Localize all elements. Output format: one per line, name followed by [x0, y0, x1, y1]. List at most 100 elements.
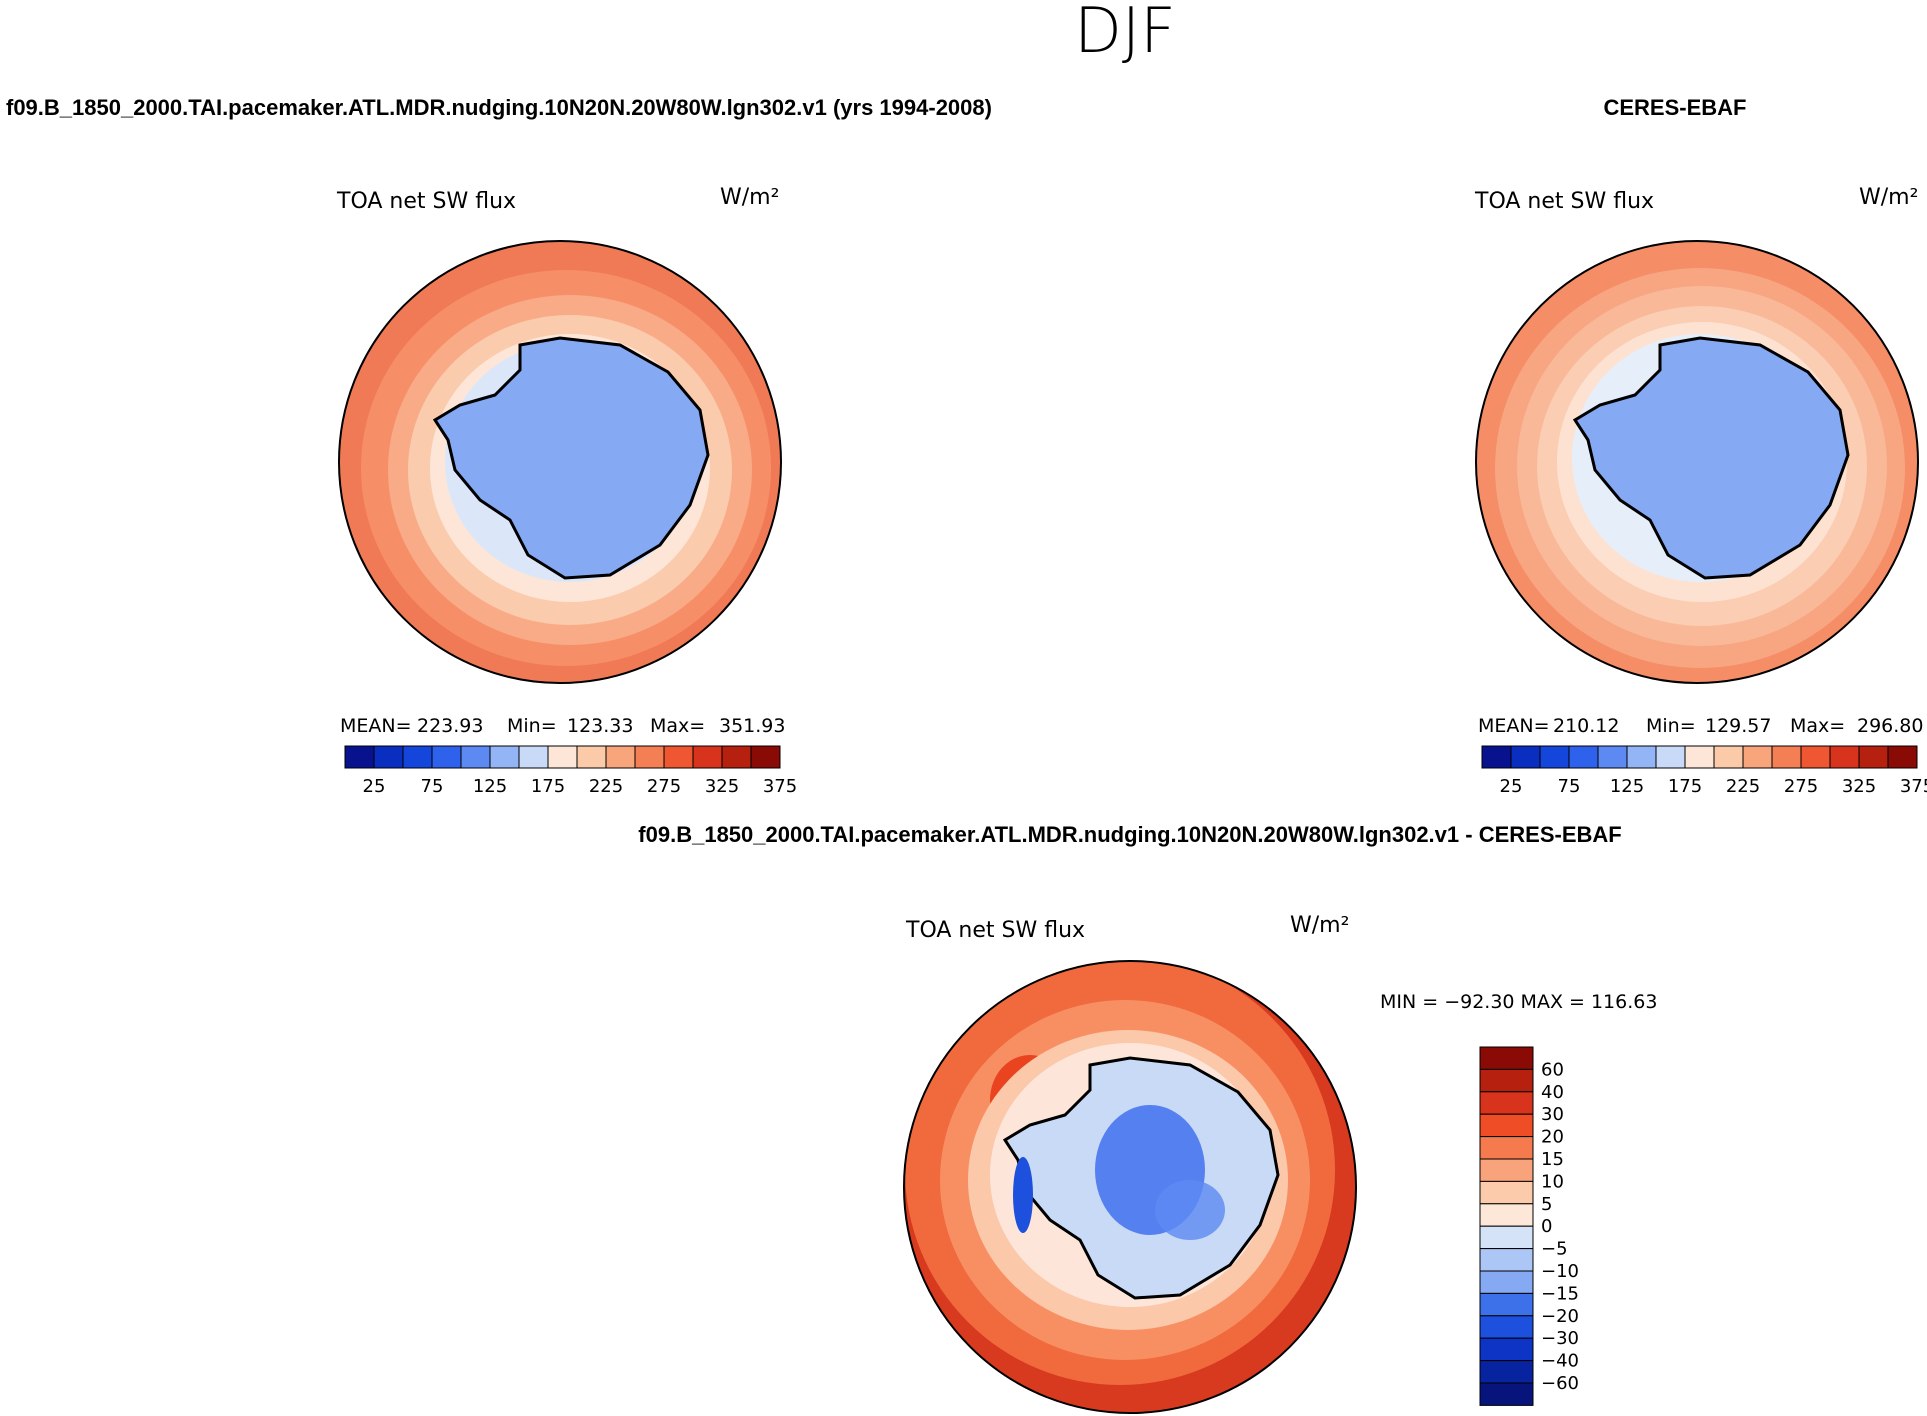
obs-colorbar-tick-label: 325	[1842, 776, 1876, 797]
diff-colorbar-box	[1479, 1091, 1534, 1115]
obs-colorbar-tick-label: 75	[1558, 776, 1581, 797]
diff-variable-label: TOA net SW flux	[905, 918, 1085, 943]
obs-colorbar-box	[1713, 745, 1744, 769]
diff-colorbar-box	[1479, 1068, 1534, 1093]
diff-negative-patch	[1155, 1180, 1225, 1240]
diff-colorbar-box	[1479, 1203, 1534, 1227]
diff-colorbar-tick-label: 30	[1541, 1104, 1564, 1125]
model-colorbar-box	[547, 745, 578, 769]
diff-colorbar-box	[1479, 1337, 1534, 1362]
diff-colorbar-tick-label: −30	[1541, 1328, 1579, 1349]
diff-peninsula-negative	[1013, 1157, 1033, 1233]
diff-colorbar-tick-label: 40	[1541, 1082, 1564, 1103]
model-colorbar-box	[373, 745, 404, 769]
diff-colorbar-tick-label: −40	[1541, 1351, 1579, 1372]
diff-colorbar-tick-label: 60	[1541, 1059, 1564, 1080]
model-units-label: W/m²	[720, 185, 779, 210]
obs-colorbar-tick-label: 375	[1900, 776, 1927, 797]
model-colorbar-box	[431, 745, 462, 769]
obs-stats: MEAN= 210.12 Min= 129.57 Max= 296.80	[1478, 715, 1923, 737]
model-min-value: 123.33	[567, 715, 633, 737]
model-colorbar-box	[605, 745, 636, 769]
model-map-border	[338, 240, 782, 684]
obs-panel: CERES-EBAF TOA net SW flux W/m² MEAN= 21…	[1474, 95, 1927, 797]
obs-polar-map	[1476, 241, 1918, 683]
obs-colorbar-tick-label: 225	[1726, 776, 1760, 797]
model-panel: f09.B_1850_2000.TAI.pacemaker.ATL.MDR.nu…	[6, 95, 992, 797]
obs-colorbar-box	[1510, 745, 1541, 769]
model-colorbar-tick-label: 75	[421, 776, 444, 797]
diff-minmax-text: MIN = −92.30 MAX = 116.63	[1380, 991, 1657, 1013]
obs-colorbar-tick-label: 175	[1668, 776, 1702, 797]
model-colorbar-box	[663, 745, 694, 769]
obs-max-label: Max=	[1790, 715, 1845, 737]
model-stats: MEAN= 223.93 Min= 123.33 Max= 351.93	[340, 715, 785, 737]
obs-colorbar-tick-label: 25	[1500, 776, 1523, 797]
obs-colorbar-box	[1597, 745, 1628, 769]
model-colorbar-box	[576, 745, 607, 769]
obs-max-value: 296.80	[1857, 715, 1923, 737]
obs-units-label: W/m²	[1859, 185, 1918, 210]
season-title: DJF	[1074, 0, 1176, 67]
model-colorbar-box	[402, 745, 433, 769]
diff-map-border	[903, 960, 1357, 1414]
diff-colorbar-box	[1479, 1158, 1534, 1182]
model-max-value: 351.93	[719, 715, 785, 737]
model-polar-map	[339, 241, 781, 683]
diff-colorbar-tick-label: 15	[1541, 1149, 1564, 1170]
diff-colorbar-tick-label: 20	[1541, 1127, 1564, 1148]
obs-case-title: CERES-EBAF	[1603, 95, 1746, 120]
obs-colorbar-box	[1655, 745, 1686, 769]
obs-map-border	[1475, 240, 1919, 684]
diff-panel: f09.B_1850_2000.TAI.pacemaker.ATL.MDR.nu…	[638, 822, 1657, 1414]
obs-min-label: Min=	[1646, 715, 1696, 737]
diff-units-label: W/m²	[1290, 913, 1349, 938]
diff-colorbar-box	[1479, 1136, 1534, 1160]
obs-colorbar: 25 75 125 175 225 275 325 375	[1481, 745, 1927, 797]
model-colorbar: 25 75 125 175 225 275 325 375	[344, 745, 797, 797]
model-mean-value: 223.93	[417, 715, 483, 737]
model-colorbar-tick-label: 175	[531, 776, 565, 797]
model-colorbar-tick-label: 125	[473, 776, 507, 797]
diff-colorbar-box	[1479, 1113, 1534, 1138]
diff-polar-map	[904, 961, 1356, 1413]
model-colorbar-tick-label: 275	[647, 776, 681, 797]
model-colorbar-box	[692, 745, 723, 769]
obs-mean-label: MEAN=	[1478, 715, 1550, 737]
obs-colorbar-box	[1858, 745, 1889, 769]
model-colorbar-tick-label: 325	[705, 776, 739, 797]
diff-colorbar-box	[1479, 1046, 1534, 1070]
diff-colorbar-tick-label: 10	[1541, 1171, 1564, 1192]
diff-colorbar-tick-label: 5	[1541, 1194, 1552, 1215]
obs-colorbar-box	[1742, 745, 1773, 769]
diff-colorbar-tick-label: −15	[1541, 1283, 1579, 1304]
model-colorbar-box	[344, 745, 375, 769]
diff-colorbar-box	[1479, 1270, 1534, 1294]
obs-colorbar-tick-label: 275	[1784, 776, 1818, 797]
obs-min-value: 129.57	[1705, 715, 1771, 737]
diff-colorbar-box	[1479, 1360, 1534, 1384]
model-min-label: Min=	[507, 715, 557, 737]
diff-colorbar-box	[1479, 1180, 1534, 1205]
obs-colorbar-box	[1539, 745, 1570, 769]
obs-colorbar-tick-label: 125	[1610, 776, 1644, 797]
model-colorbar-box	[634, 745, 665, 769]
obs-antarctica	[1572, 336, 1850, 580]
obs-colorbar-box	[1887, 745, 1918, 769]
model-colorbar-box	[489, 745, 520, 769]
diff-colorbar-tick-label: −10	[1541, 1261, 1579, 1282]
obs-colorbar-box	[1800, 745, 1831, 769]
obs-colorbar-box	[1829, 745, 1860, 769]
diff-colorbar-tick-label: 0	[1541, 1216, 1552, 1237]
obs-mean-value: 210.12	[1553, 715, 1619, 737]
obs-colorbar-box	[1481, 745, 1512, 769]
model-mean-label: MEAN=	[340, 715, 412, 737]
model-antarctica	[432, 336, 710, 580]
diff-colorbar-tick-label: −20	[1541, 1306, 1579, 1327]
diff-colorbar-box	[1479, 1225, 1534, 1250]
model-colorbar-box	[721, 745, 752, 769]
diff-colorbar-tick-label: −5	[1541, 1239, 1568, 1260]
diff-colorbar-tick-label: −60	[1541, 1373, 1579, 1394]
